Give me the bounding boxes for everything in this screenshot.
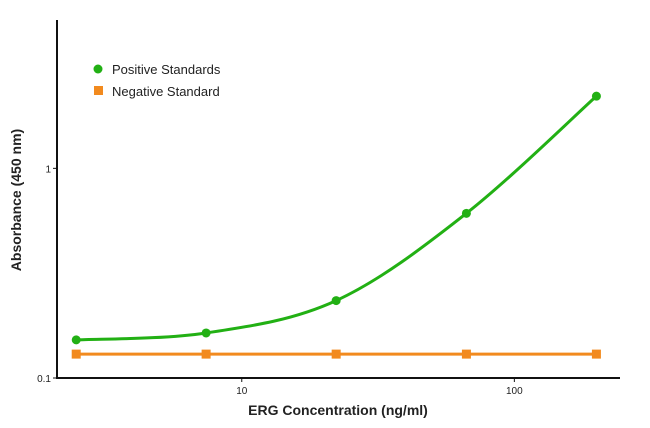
legend-label-positive: Positive Standards — [112, 62, 221, 77]
y-tick-label: 1 — [45, 164, 51, 175]
data-point-positive — [591, 91, 601, 101]
y-axis-label: Absorbance (450 nm) — [8, 129, 24, 271]
data-point-negative — [591, 349, 601, 359]
ticks: 10 100 0.1 1 — [37, 164, 523, 397]
series-line-0 — [76, 95, 598, 342]
x-tick-label: 100 — [506, 386, 523, 397]
data-point-positive — [201, 328, 211, 338]
data-point-negative — [461, 349, 471, 359]
legend-marker-negative — [94, 86, 103, 95]
x-tick-label: 10 — [236, 386, 248, 397]
data-point-positive — [331, 296, 341, 306]
data-point-negative — [71, 349, 81, 359]
legend-marker-positive — [93, 64, 103, 74]
data-point-negative — [201, 349, 211, 359]
data-point-negative — [331, 349, 341, 359]
legend: Positive Standards Negative Standard — [93, 62, 221, 99]
y-tick-label: 0.1 — [37, 374, 51, 385]
data-point-positive — [71, 335, 81, 345]
legend-label-negative: Negative Standard — [112, 84, 220, 99]
plot-area — [71, 91, 601, 359]
data-point-positive — [461, 208, 471, 218]
x-axis-label: ERG Concentration (ng/ml) — [248, 402, 428, 418]
